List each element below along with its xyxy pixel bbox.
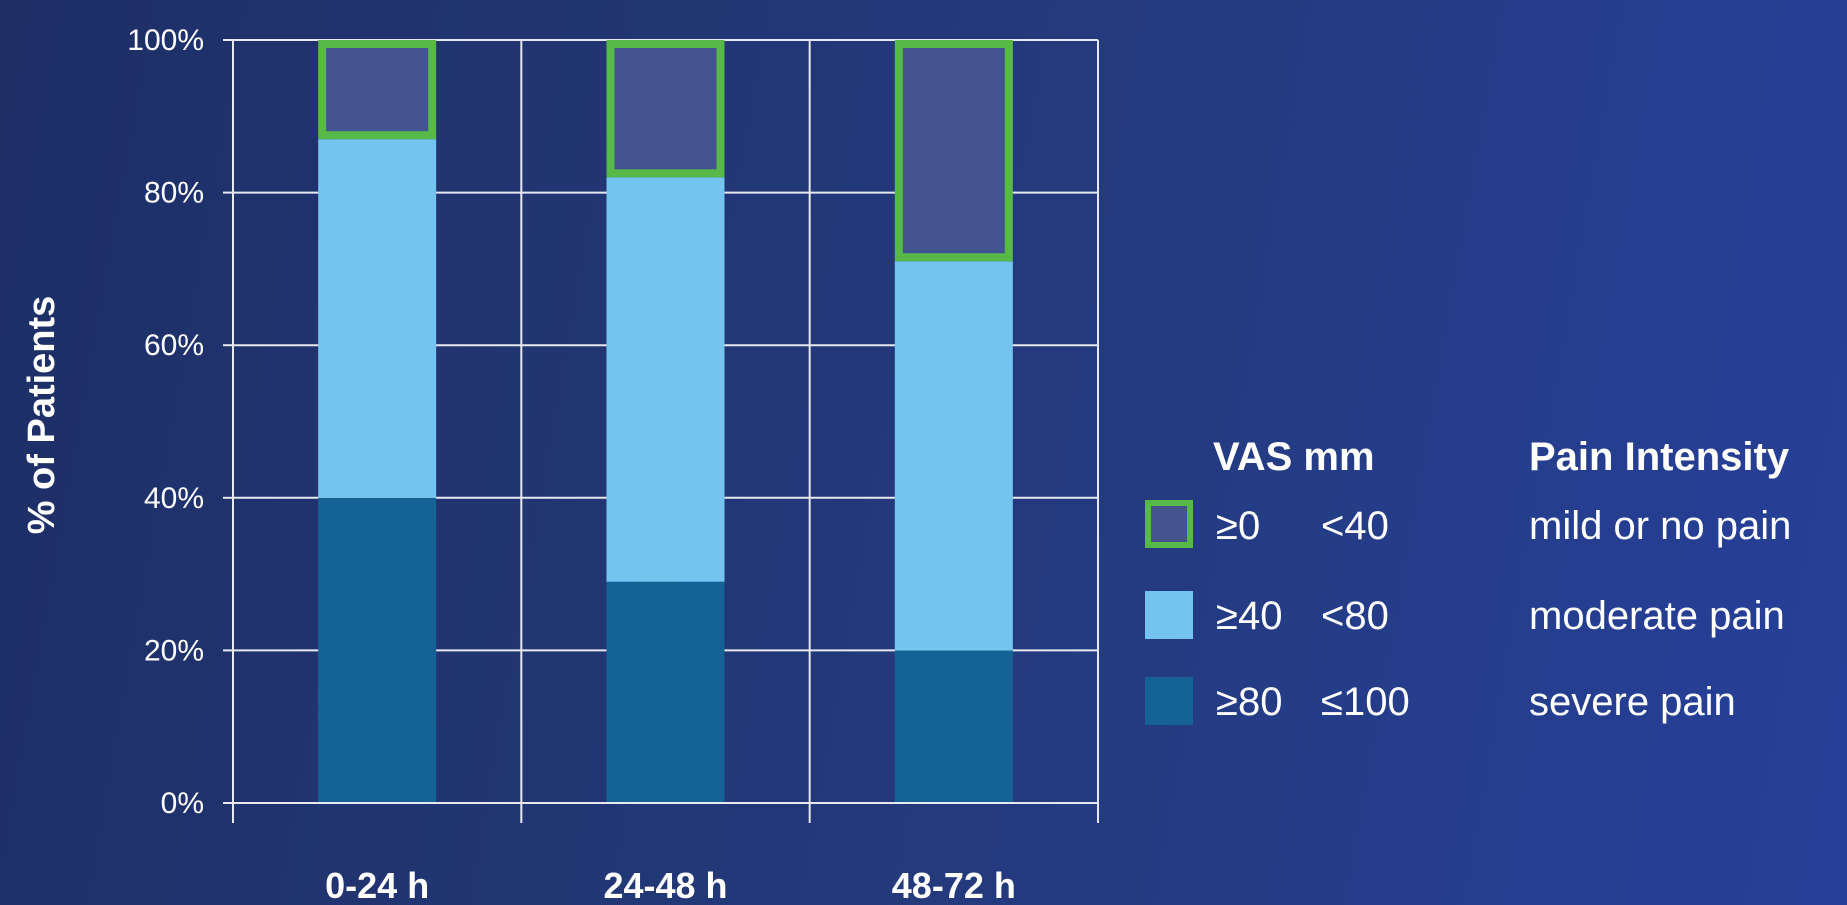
legend-vas-upper-moderate: <80 (1321, 594, 1389, 638)
legend-vas-lower-mild: ≥0 (1216, 504, 1261, 548)
bar-mild-2 (606, 40, 725, 178)
legend-vas-upper-severe: ≤100 (1321, 680, 1410, 724)
legend-header-pain-intensity: Pain Intensity (1529, 435, 1790, 479)
y-tick-label-100: 100% (127, 24, 204, 57)
legend-vas-lower-moderate: ≥40 (1216, 594, 1283, 638)
x-category-label-3: 48-72 h (892, 865, 1016, 905)
legend-label-moderate: moderate pain (1529, 594, 1785, 638)
x-category-label-1: 0-24 h (325, 865, 429, 905)
bar-moderate-3 (894, 261, 1013, 651)
legend-swatch-moderate (1145, 591, 1193, 639)
legend-label-severe: severe pain (1529, 680, 1736, 724)
legend-label-mild: mild or no pain (1529, 504, 1792, 548)
legend-vas-upper-mild: <40 (1321, 504, 1389, 548)
legend-swatch-mild (1145, 500, 1193, 548)
y-tick-label-80: 80% (144, 177, 204, 210)
legend-header-vas: VAS mm (1213, 435, 1375, 479)
bars (318, 40, 1013, 803)
legend-vas-lower-severe: ≥80 (1216, 680, 1283, 724)
bar-moderate-1 (318, 139, 437, 498)
y-tick-label-60: 60% (144, 329, 204, 362)
bar-severe-2 (606, 581, 725, 803)
y-tick-label-40: 40% (144, 482, 204, 515)
bar-mild-1 (318, 40, 437, 140)
bar-mild-3 (894, 40, 1013, 262)
legend-swatch-severe (1145, 677, 1193, 725)
bar-severe-1 (318, 497, 437, 803)
axis-labels: 0% 20% 40% 60% 80% 100% 0-24 h 24-48 h 48-72 h (127, 24, 1016, 905)
bar-severe-3 (894, 650, 1013, 803)
bar-moderate-2 (606, 177, 725, 582)
x-category-label-2: 24-48 h (603, 865, 727, 905)
y-tick-label-0: 0% (161, 787, 204, 820)
y-tick-label-20: 20% (144, 634, 204, 667)
y-axis-label: % of Patients (21, 296, 63, 535)
axes (223, 39, 1099, 823)
